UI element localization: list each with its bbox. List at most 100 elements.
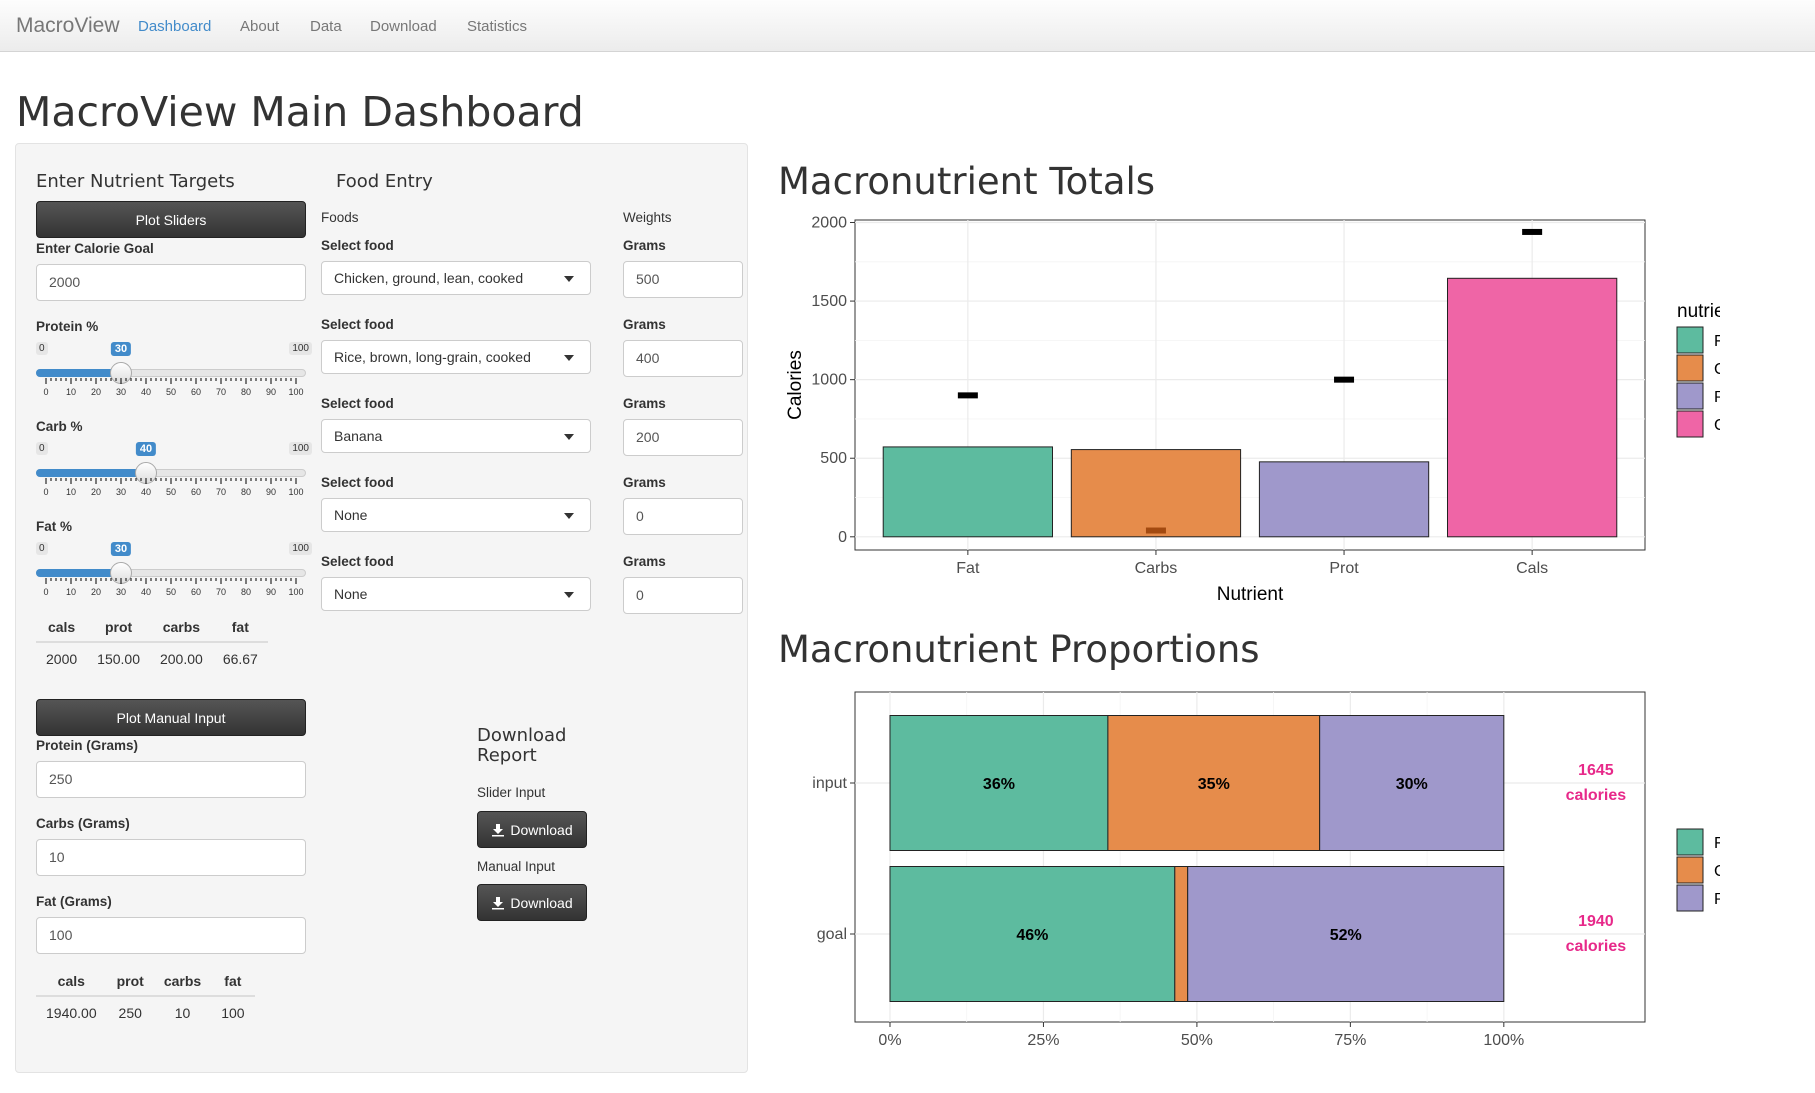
calorie-goal-input[interactable]: 2000 — [36, 264, 306, 301]
plot-sliders-button[interactable]: Plot Sliders — [36, 201, 306, 238]
segment-label: 36% — [983, 776, 1015, 793]
fat-slider-label: Fat % — [36, 519, 73, 534]
slider-tick-label: 30 — [116, 487, 126, 497]
y-tick-label: 2000 — [811, 215, 847, 232]
goal-marker — [1522, 228, 1543, 235]
slider-tick-label: 100 — [288, 487, 303, 497]
slider-max-label: 100 — [289, 442, 312, 455]
bar-cals — [1447, 277, 1618, 538]
table-row: 1940.00 250 10 100 — [36, 996, 255, 1029]
download-manual-button[interactable]: Download — [477, 884, 587, 921]
slider-tick-label: 60 — [191, 587, 201, 597]
slider-tick-label: 20 — [91, 387, 101, 397]
navbar: MacroView Dashboard About Data Download … — [0, 0, 1815, 52]
slider-tick-label: 10 — [66, 387, 76, 397]
slider-tick-label: 90 — [266, 387, 276, 397]
legend-label: Cals — [1714, 417, 1720, 434]
nav-link-about[interactable]: About — [240, 18, 280, 35]
table-cell: 2000 — [46, 651, 78, 667]
table-cell: 250 — [118, 1005, 142, 1021]
manual-summary-table: cals prot carbs fat 1940.00 250 10 100 — [36, 968, 255, 1029]
table-row: 2000 150.00 200.00 66.67 — [36, 642, 268, 675]
x-tick-label: Prot — [1329, 560, 1359, 577]
slider-tick-label: 50 — [166, 387, 176, 397]
chevron-down-icon — [564, 434, 574, 440]
slider-tick-label: 30 — [116, 387, 126, 397]
select-food-label: Select food — [321, 475, 394, 490]
food-select-1[interactable]: Chicken, ground, lean, cooked — [321, 261, 591, 295]
select-food-label: Select food — [321, 238, 394, 253]
legend-key-cals — [1676, 410, 1704, 438]
brand[interactable]: MacroView — [16, 14, 120, 37]
chevron-down-icon — [564, 276, 574, 282]
protein-slider[interactable]: 0 100 30 0 10 20 30 40 50 60 70 80 90 100 — [36, 342, 312, 402]
grams-input-2[interactable]: 400 — [623, 340, 743, 377]
select-food-label: Select food — [321, 554, 394, 569]
slider-tick-label: 40 — [141, 387, 151, 397]
nav-link-data[interactable]: Data — [310, 18, 342, 35]
legend-key-prot — [1676, 884, 1704, 912]
carb-slider[interactable]: 0 100 40 0 10 20 30 40 50 60 70 80 90 100 — [36, 442, 312, 502]
y-axis-label: Calories — [785, 350, 806, 420]
table-cell: 1940.00 — [46, 1005, 97, 1021]
download-slider-button[interactable]: Download — [477, 811, 587, 848]
table-header: carbs — [153, 968, 212, 997]
segment-label: 35% — [1198, 776, 1230, 793]
slider-min-label: 0 — [36, 442, 48, 455]
food-select-value: Chicken, ground, lean, cooked — [334, 270, 524, 286]
fat-slider[interactable]: 0 100 30 0 10 20 30 40 50 60 70 80 90 100 — [36, 542, 312, 602]
slider-tick-label: 90 — [266, 487, 276, 497]
table-header: prot — [106, 968, 154, 997]
food-select-4[interactable]: None — [321, 498, 591, 532]
legend-label: Fat — [1714, 333, 1720, 350]
y-tick-label: 1000 — [811, 372, 847, 389]
x-tick-label: Cals — [1516, 560, 1548, 577]
grams-input-3[interactable]: 200 — [623, 419, 743, 456]
grams-input-1[interactable]: 500 — [623, 261, 743, 298]
legend-key-fat — [1676, 828, 1704, 856]
bar-fat — [882, 446, 1054, 538]
grams-input-5[interactable]: 0 — [623, 577, 743, 614]
carb-slider-label: Carb % — [36, 419, 83, 434]
grams-input-4[interactable]: 0 — [623, 498, 743, 535]
slider-fill — [36, 469, 146, 477]
nav-link-download[interactable]: Download — [370, 18, 437, 35]
segment-label: 30% — [1396, 776, 1428, 793]
slider-tick-label: 0 — [43, 587, 48, 597]
slider-tick-label: 80 — [241, 487, 251, 497]
slider-tick-label: 100 — [288, 587, 303, 597]
slider-value-label: 30 — [110, 542, 132, 556]
food-select-5[interactable]: None — [321, 577, 591, 611]
slider-tick-label: 60 — [191, 387, 201, 397]
table-header: cals — [36, 614, 88, 643]
carbs-grams-input[interactable]: 10 — [36, 839, 306, 876]
legend-key-fat — [1676, 326, 1704, 354]
fat-grams-label: Fat (Grams) — [36, 894, 112, 909]
protein-slider-label: Protein % — [36, 319, 99, 334]
food-select-3[interactable]: Banana — [321, 419, 591, 453]
input-panel: Enter Nutrient Targets Plot Sliders Ente… — [15, 143, 748, 1073]
download-icon — [492, 896, 505, 909]
slider-tick-label: 100 — [288, 387, 303, 397]
fat-grams-input[interactable]: 100 — [36, 917, 306, 954]
plot-manual-input-button[interactable]: Plot Manual Input — [36, 699, 306, 736]
slider-value-label: 40 — [135, 442, 157, 456]
food-select-2[interactable]: Rice, brown, long-grain, cooked — [321, 340, 591, 374]
totals-chart-title: Macronutrient Totals — [778, 160, 1156, 203]
table-cell: 100 — [221, 1005, 245, 1021]
slider-tick-label: 60 — [191, 487, 201, 497]
slider-ticks: 0 10 20 30 40 50 60 70 80 90 100 — [43, 378, 304, 397]
bar-segment-fat — [889, 866, 1176, 1002]
nav-link-dashboard[interactable]: Dashboard — [138, 18, 212, 35]
slider-tick-label: 10 — [66, 587, 76, 597]
bar-carbs — [1070, 449, 1242, 538]
grams-label: Grams — [623, 317, 666, 332]
protein-grams-input[interactable]: 250 — [36, 761, 306, 798]
slider-max-label: 100 — [289, 342, 312, 355]
legend-label: Prot — [1714, 389, 1720, 406]
protein-grams-label: Protein (Grams) — [36, 738, 139, 753]
table-header: fat — [211, 968, 255, 997]
nav-link-statistics[interactable]: Statistics — [467, 18, 528, 35]
proportions-chart: 36% 35% 30% 1645 calories input 46% 52% 1940 calo… — [812, 691, 1720, 1049]
foods-label: Foods — [321, 210, 359, 225]
